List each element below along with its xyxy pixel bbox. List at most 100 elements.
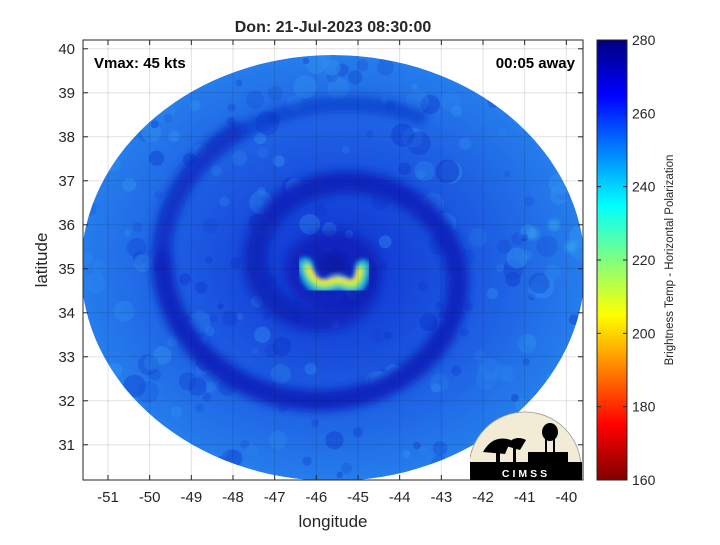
y-tick-label: 31 <box>58 437 75 454</box>
swath-speckle <box>299 213 321 235</box>
x-tick-label: -46 <box>305 489 327 506</box>
y-axis-label: latitude <box>32 233 51 288</box>
swath-speckle <box>195 281 208 294</box>
x-axis-label: longitude <box>298 512 367 531</box>
swath-speckle <box>149 150 165 166</box>
y-tick-label: 34 <box>58 305 75 322</box>
x-tick-label: -50 <box>139 489 161 506</box>
swath-speckle <box>384 331 393 340</box>
warm-patch <box>547 218 560 231</box>
swath-speckle <box>195 403 205 413</box>
swath-speckle <box>380 261 389 270</box>
swath-speckle <box>336 471 343 479</box>
swath-speckle <box>302 57 310 65</box>
swath-speckle <box>411 83 418 90</box>
vmax-annotation: Vmax: 45 kts <box>94 55 186 72</box>
y-tick-label: 32 <box>58 393 75 410</box>
swath-speckle <box>179 273 191 286</box>
swath-speckle <box>221 310 238 327</box>
swath-speckle <box>503 170 511 177</box>
swath-speckle <box>189 99 201 111</box>
rainband <box>155 96 468 409</box>
x-tick-label: -51 <box>97 489 119 506</box>
swath-speckle <box>202 218 218 234</box>
warm-patch <box>564 240 577 253</box>
swath-speckle <box>524 334 537 347</box>
swath-speckle <box>495 263 505 272</box>
swath-speckle <box>522 358 530 366</box>
swath-speckle <box>486 287 499 300</box>
colorbar-tick-label: 220 <box>632 252 656 268</box>
swath-speckle <box>474 350 486 362</box>
swath-speckle <box>240 439 250 449</box>
swath-speckle <box>418 280 429 292</box>
swath-speckle <box>143 354 161 371</box>
swath-speckle <box>83 252 93 266</box>
swath-speckle <box>124 229 131 236</box>
swath-speckle <box>267 85 283 102</box>
swath-speckle <box>293 75 317 99</box>
swath-speckle <box>126 237 147 258</box>
swath-speckle <box>493 363 512 382</box>
y-tick-label: 38 <box>58 129 75 146</box>
y-tick-label: 36 <box>58 217 75 234</box>
swath-speckle <box>521 249 533 261</box>
swath-speckle <box>210 164 222 176</box>
swath-speckle <box>273 155 285 167</box>
swath-speckle <box>430 382 441 393</box>
swath-speckle <box>123 374 146 398</box>
swath-speckle <box>270 363 291 385</box>
swath-speckle <box>327 77 350 100</box>
swath-speckle <box>536 235 559 257</box>
y-tick-label: 33 <box>58 349 75 366</box>
x-tick-label: -49 <box>180 489 202 506</box>
swath-speckle <box>366 130 374 138</box>
swath-speckle <box>209 314 218 323</box>
swath-speckle <box>439 160 463 184</box>
swath-speckle <box>468 227 488 247</box>
swath-speckle <box>376 58 394 76</box>
swath-speckle <box>528 292 536 301</box>
swath-speckle <box>402 127 423 148</box>
swath-speckle <box>520 234 529 242</box>
swath-speckle <box>326 71 338 83</box>
swath-speckle <box>122 177 137 192</box>
swath-speckle <box>92 259 107 274</box>
swath-speckle <box>321 55 331 64</box>
swath-speckle <box>85 272 106 294</box>
swath-speckle <box>497 239 512 254</box>
swath-speckle <box>390 123 415 147</box>
swath-speckle <box>264 344 279 358</box>
swath-speckle <box>227 103 236 112</box>
swath-speckle <box>268 430 288 450</box>
swath-speckle <box>549 185 569 205</box>
swath-speckle <box>505 271 521 287</box>
swath-speckle <box>154 190 163 199</box>
swath-speckle <box>178 372 197 391</box>
swath-speckle <box>257 200 265 208</box>
swath-speckle <box>113 300 135 322</box>
swath-speckle <box>302 456 312 466</box>
swath-speckle <box>511 232 525 246</box>
swath-speckle <box>416 169 426 179</box>
swath-speckle <box>555 186 570 201</box>
swath-speckle <box>475 369 496 390</box>
colorbar-tick-label: 160 <box>632 472 656 488</box>
swath-speckle <box>311 418 320 427</box>
swath-speckle <box>140 121 162 142</box>
swath-speckle <box>170 406 183 418</box>
swath-speckle <box>544 264 562 281</box>
swath-speckle <box>506 247 528 269</box>
swath-speckle <box>523 196 535 207</box>
swath-speckle <box>420 94 440 115</box>
cimss-logo: CIMSS <box>470 411 582 480</box>
swath-speckle <box>517 334 537 354</box>
x-tick-label: -45 <box>347 489 369 506</box>
swath-speckle <box>341 146 350 154</box>
swath-speckle <box>205 256 213 264</box>
swath-speckle <box>435 159 460 184</box>
swath-speckle <box>152 346 172 365</box>
swath-speckle <box>459 137 472 150</box>
swath-speckle <box>414 160 435 182</box>
